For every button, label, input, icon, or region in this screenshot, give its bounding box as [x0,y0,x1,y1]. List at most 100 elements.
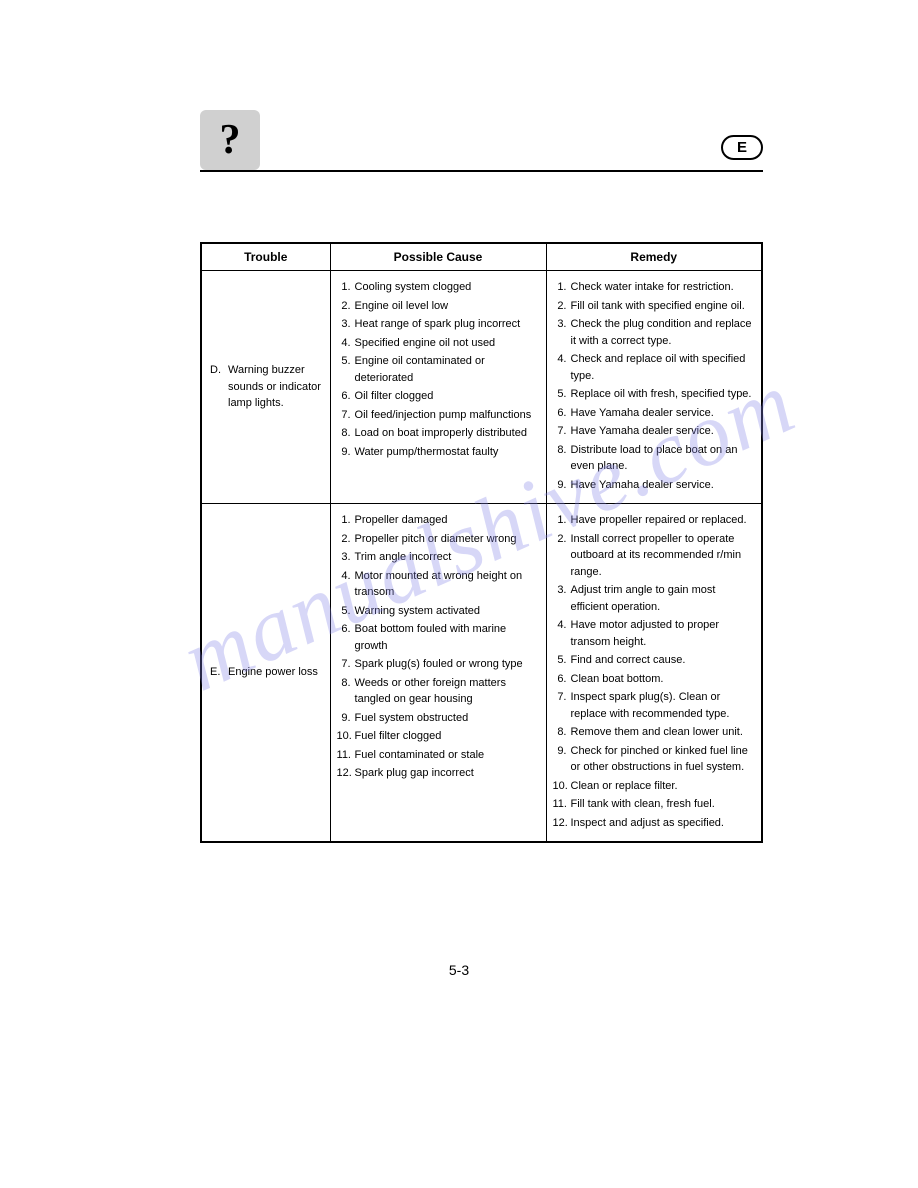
list-item: 2.Fill oil tank with specified engine oi… [553,298,756,315]
item-text: Trim angle incorrect [355,549,540,566]
col-remedy: Remedy [546,243,762,271]
item-number: 12. [337,765,355,782]
list-item: 2.Install correct propeller to operate o… [553,531,756,581]
list-item: 7.Spark plug(s) fouled or wrong type [337,656,540,673]
item-text: Weeds or other foreign matters tangled o… [355,675,540,708]
item-text: Check for pinched or kinked fuel line or… [571,743,756,776]
page-number: 5-3 [0,962,918,978]
item-text: Distribute load to place boat on an even… [571,442,756,475]
item-number: 10. [553,778,571,795]
list-item: 8.Remove them and clean lower unit. [553,724,756,741]
item-number: 2. [553,531,571,581]
item-text: Load on boat improperly distributed [355,425,540,442]
item-text: Cooling system clogged [355,279,540,296]
list-item: 3.Trim angle incorrect [337,549,540,566]
item-text: Remove them and clean lower unit. [571,724,756,741]
list-item: 6.Have Yamaha dealer service. [553,405,756,422]
item-number: 1. [553,512,571,529]
list-item: 7.Oil feed/injection pump malfunctions [337,407,540,424]
list-item: 11.Fill tank with clean, fresh fuel. [553,796,756,813]
item-text: Engine oil contaminated or deteriorated [355,353,540,386]
item-number: 11. [553,796,571,813]
list-item: 12.Inspect and adjust as specified. [553,815,756,832]
list-item: 7.Inspect spark plug(s). Clean or replac… [553,689,756,722]
item-text: Inspect spark plug(s). Clean or replace … [571,689,756,722]
list-item: 8.Weeds or other foreign matters tangled… [337,675,540,708]
list-item: 8.Load on boat improperly distributed [337,425,540,442]
item-text: Clean or replace filter. [571,778,756,795]
item-text: Propeller pitch or diameter wrong [355,531,540,548]
item-number: 3. [337,549,355,566]
list-item: 4.Motor mounted at wrong height on trans… [337,568,540,601]
item-number: 1. [553,279,571,296]
item-number: 9. [553,477,571,494]
item-text: Spark plug gap incorrect [355,765,540,782]
list-item: 6.Boat bottom fouled with marine growth [337,621,540,654]
list-item: 4.Check and replace oil with specified t… [553,351,756,384]
list-item: 8.Distribute load to place boat on an ev… [553,442,756,475]
item-text: Fill tank with clean, fresh fuel. [571,796,756,813]
item-number: 6. [553,405,571,422]
list-item: 2.Propeller pitch or diameter wrong [337,531,540,548]
item-text: Engine oil level low [355,298,540,315]
item-number: 6. [337,621,355,654]
item-text: Have Yamaha dealer service. [571,477,756,494]
item-text: Heat range of spark plug incorrect [355,316,540,333]
item-number: 4. [337,335,355,352]
table-body: D.Warning buzzer sounds or indicator lam… [201,271,762,843]
table-row: E.Engine power loss1.Propeller damaged2.… [201,504,762,843]
troubleshooting-table: Trouble Possible Cause Remedy D.Warning … [200,242,763,843]
item-text: Have motor adjusted to proper transom he… [571,617,756,650]
item-number: 12. [553,815,571,832]
item-number: 7. [553,689,571,722]
item-number: 4. [553,351,571,384]
list-item: 12.Spark plug gap incorrect [337,765,540,782]
item-text: Fuel system obstructed [355,710,540,727]
item-number: 5. [553,386,571,403]
item-text: Specified engine oil not used [355,335,540,352]
item-number: 4. [553,617,571,650]
item-number: 1. [337,512,355,529]
list-item: 6.Clean boat bottom. [553,671,756,688]
item-number: 7. [553,423,571,440]
item-text: Adjust trim angle to gain most efficient… [571,582,756,615]
list-item: 4.Have motor adjusted to proper transom … [553,617,756,650]
remedy-cell: 1.Check water intake for restriction.2.F… [546,271,762,504]
item-number: 8. [337,425,355,442]
item-text: Have propeller repaired or replaced. [571,512,756,529]
trouble-text: Warning buzzer sounds or indicator lamp … [228,362,324,412]
item-text: Spark plug(s) fouled or wrong type [355,656,540,673]
item-number: 10. [337,728,355,745]
list-item: 5.Replace oil with fresh, specified type… [553,386,756,403]
list-item: 10.Clean or replace filter. [553,778,756,795]
list-item: 1.Propeller damaged [337,512,540,529]
item-text: Fuel filter clogged [355,728,540,745]
item-text: Motor mounted at wrong height on transom [355,568,540,601]
item-text: Water pump/thermostat faulty [355,444,540,461]
item-text: Warning system activated [355,603,540,620]
item-number: 2. [553,298,571,315]
trouble-cell: D.Warning buzzer sounds or indicator lam… [201,271,330,504]
trouble-letter: E. [210,664,228,681]
list-item: 6.Oil filter clogged [337,388,540,405]
item-number: 6. [337,388,355,405]
item-text: Boat bottom fouled with marine growth [355,621,540,654]
col-trouble: Trouble [201,243,330,271]
list-item: 9.Check for pinched or kinked fuel line … [553,743,756,776]
item-number: 9. [337,710,355,727]
table-row: D.Warning buzzer sounds or indicator lam… [201,271,762,504]
item-text: Inspect and adjust as specified. [571,815,756,832]
item-text: Find and correct cause. [571,652,756,669]
list-item: 9.Have Yamaha dealer service. [553,477,756,494]
item-text: Oil feed/injection pump malfunctions [355,407,540,424]
item-text: Have Yamaha dealer service. [571,423,756,440]
list-item: 9.Water pump/thermostat faulty [337,444,540,461]
list-item: 5.Find and correct cause. [553,652,756,669]
cause-cell: 1.Cooling system clogged2.Engine oil lev… [330,271,546,504]
list-item: 4.Specified engine oil not used [337,335,540,352]
list-item: 11.Fuel contaminated or stale [337,747,540,764]
list-item: 3.Heat range of spark plug incorrect [337,316,540,333]
list-item: 3.Adjust trim angle to gain most efficie… [553,582,756,615]
item-text: Propeller damaged [355,512,540,529]
item-text: Clean boat bottom. [571,671,756,688]
